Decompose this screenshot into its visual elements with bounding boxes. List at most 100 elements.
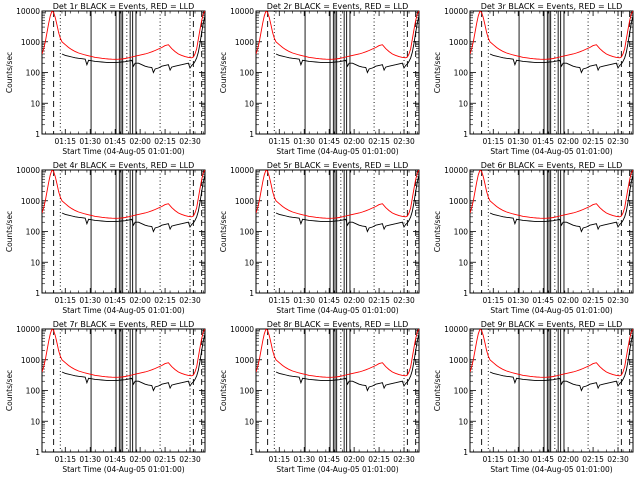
- panel-title: Det 3r BLACK = Events, RED = LLD: [481, 2, 623, 11]
- plot-frame: [469, 169, 634, 294]
- y-axis-label: Counts/sec: [219, 211, 228, 252]
- x-axis-label: Start Time (04-Aug-05 01:01:00): [490, 306, 612, 315]
- x-tick-label: 02:00: [557, 455, 579, 464]
- x-tick-label: 01:45: [318, 296, 340, 305]
- panel-title: Det 8r BLACK = Events, RED = LLD: [267, 320, 409, 329]
- series-lld-line: [42, 170, 205, 219]
- y-tick-label: 10: [244, 99, 254, 108]
- y-tick-label: 1000: [21, 38, 40, 47]
- x-tick-label: 01:15: [482, 296, 504, 305]
- x-tick-label: 02:00: [129, 455, 151, 464]
- y-tick-label: 10: [244, 417, 254, 426]
- x-tick-label: 01:30: [293, 455, 315, 464]
- series-events-line: [275, 15, 419, 74]
- x-tick-label: 01:30: [507, 455, 529, 464]
- series-events-line: [61, 15, 205, 74]
- x-tick-label: 01:15: [482, 137, 504, 146]
- series-lld-line: [470, 170, 633, 219]
- y-axis-label: Counts/sec: [433, 211, 442, 252]
- y-tick-label: 10000: [16, 166, 40, 175]
- x-tick-label: 01:45: [532, 296, 554, 305]
- y-tick-label: 10: [30, 258, 40, 267]
- x-tick-label: 02:15: [582, 455, 604, 464]
- x-tick-label: 02:30: [393, 455, 415, 464]
- panel-5: Det 5r BLACK = Events, RED = LLD Counts/s…: [219, 161, 420, 315]
- y-tick-label: 1: [35, 448, 40, 457]
- x-tick-label: 02:00: [557, 296, 579, 305]
- x-tick-label: 02:00: [343, 455, 365, 464]
- y-axis-label: Counts/sec: [5, 52, 14, 93]
- x-tick-label: 02:30: [179, 296, 201, 305]
- y-tick-label: 1: [463, 448, 468, 457]
- y-axis-label: Counts/sec: [433, 370, 442, 411]
- y-tick-label: 100: [454, 387, 469, 396]
- x-axis-label: Start Time (04-Aug-05 01:01:00): [276, 306, 398, 315]
- y-tick-label: 10000: [230, 7, 254, 16]
- x-tick-label: 02:15: [368, 137, 390, 146]
- panel-title: Det 4r BLACK = Events, RED = LLD: [53, 161, 195, 170]
- x-tick-label: 01:15: [268, 296, 290, 305]
- plot-frame: [41, 169, 206, 294]
- y-tick-label: 10000: [444, 325, 468, 334]
- y-tick-label: 100: [26, 228, 41, 237]
- x-tick-label: 01:45: [104, 296, 126, 305]
- series-events-line: [489, 15, 633, 74]
- x-axis-label: Start Time (04-Aug-05 01:01:00): [62, 306, 184, 315]
- y-tick-label: 1: [463, 289, 468, 298]
- y-axis-label: Counts/sec: [219, 52, 228, 93]
- x-tick-label: 02:00: [343, 296, 365, 305]
- x-tick-label: 01:45: [532, 137, 554, 146]
- plot-frame: [41, 10, 206, 135]
- x-tick-label: 02:15: [154, 455, 176, 464]
- x-tick-label: 01:15: [54, 296, 76, 305]
- y-tick-label: 10: [30, 99, 40, 108]
- y-tick-label: 10000: [444, 166, 468, 175]
- x-tick-label: 02:15: [368, 455, 390, 464]
- y-axis-label: Counts/sec: [219, 370, 228, 411]
- y-tick-label: 1: [249, 130, 254, 139]
- plot-frame: [255, 328, 420, 453]
- y-tick-label: 1: [35, 289, 40, 298]
- x-axis-label: Start Time (04-Aug-05 01:01:00): [276, 465, 398, 474]
- series-lld-line: [256, 170, 419, 219]
- x-tick-label: 01:30: [293, 137, 315, 146]
- y-tick-label: 100: [240, 69, 255, 78]
- y-axis-label: Counts/sec: [5, 211, 14, 252]
- x-tick-label: 02:30: [179, 455, 201, 464]
- y-tick-label: 1000: [449, 356, 468, 365]
- x-tick-label: 01:30: [507, 296, 529, 305]
- panel-title: Det 7r BLACK = Events, RED = LLD: [53, 320, 195, 329]
- y-tick-label: 1: [249, 448, 254, 457]
- plot-frame: [469, 328, 634, 453]
- y-tick-label: 1: [463, 130, 468, 139]
- series-events-line: [275, 174, 419, 233]
- y-axis-label: Counts/sec: [433, 52, 442, 93]
- x-tick-label: 02:00: [343, 137, 365, 146]
- x-tick-label: 02:30: [607, 455, 629, 464]
- plot-frame: [255, 169, 420, 294]
- panel-title: Det 6r BLACK = Events, RED = LLD: [481, 161, 623, 170]
- series-events-line: [275, 333, 419, 392]
- y-tick-label: 100: [240, 387, 255, 396]
- series-lld-line: [42, 329, 205, 378]
- series-events-line: [489, 174, 633, 233]
- x-tick-label: 02:00: [129, 296, 151, 305]
- y-tick-label: 1000: [449, 38, 468, 47]
- x-tick-label: 02:15: [368, 296, 390, 305]
- x-axis-label: Start Time (04-Aug-05 01:01:00): [490, 465, 612, 474]
- x-tick-label: 02:30: [179, 137, 201, 146]
- panel-title: Det 1r BLACK = Events, RED = LLD: [53, 2, 195, 11]
- series-lld-line: [256, 329, 419, 378]
- x-tick-label: 02:00: [557, 137, 579, 146]
- panel-1: Det 1r BLACK = Events, RED = LLD Counts/s…: [5, 2, 206, 156]
- x-tick-label: 01:30: [293, 296, 315, 305]
- panel-4: Det 4r BLACK = Events, RED = LLD Counts/s…: [5, 161, 206, 315]
- y-tick-label: 100: [26, 387, 41, 396]
- panel-title: Det 5r BLACK = Events, RED = LLD: [267, 161, 409, 170]
- y-tick-label: 1000: [21, 356, 40, 365]
- y-tick-label: 10000: [16, 7, 40, 16]
- y-tick-label: 10000: [230, 166, 254, 175]
- x-tick-label: 01:30: [507, 137, 529, 146]
- x-tick-label: 01:30: [79, 455, 101, 464]
